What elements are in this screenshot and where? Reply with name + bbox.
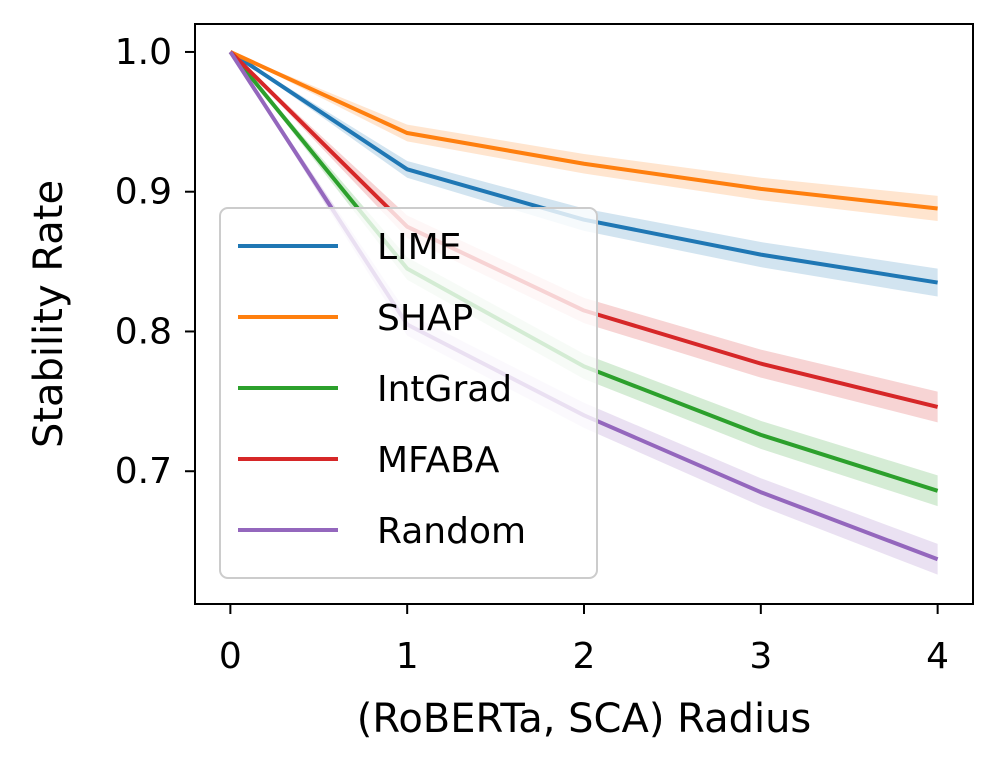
line-shap xyxy=(229,50,938,211)
legend-label-intgrad: IntGrad xyxy=(377,369,512,410)
legend-label-random: Random xyxy=(377,511,526,552)
legend-items: LIME SHAP IntGrad MFABA Random xyxy=(238,227,526,552)
x-axis-ticks: 0 1 2 3 4 xyxy=(219,604,949,677)
legend-label-lime: LIME xyxy=(377,227,461,268)
y-tick-label: 0.9 xyxy=(115,172,172,213)
legend-item-mfaba: MFABA xyxy=(238,440,500,481)
x-tick-label: 3 xyxy=(749,636,772,677)
y-tick-label: 1.0 xyxy=(115,32,172,73)
y-axis-label: Stability Rate xyxy=(26,180,72,448)
legend-frame xyxy=(219,207,598,579)
band-mfaba xyxy=(230,51,938,423)
x-tick-label: 4 xyxy=(926,636,949,677)
band-shap xyxy=(230,51,938,222)
band-random xyxy=(230,51,938,575)
x-tick-label: 2 xyxy=(573,636,596,677)
legend-item-lime: LIME xyxy=(238,227,461,268)
x-tick-label: 1 xyxy=(396,636,419,677)
legend-item-random: Random xyxy=(238,511,526,552)
y-axis-ticks: 0.7 0.8 0.9 1.0 xyxy=(115,32,195,492)
legend-item-shap: SHAP xyxy=(238,298,473,339)
y-tick-label: 0.7 xyxy=(115,451,172,492)
band-intgrad xyxy=(230,51,938,507)
legend: LIME SHAP IntGrad MFABA Random xyxy=(219,207,598,579)
legend-label-mfaba: MFABA xyxy=(377,440,500,481)
legend-label-shap: SHAP xyxy=(377,298,473,339)
x-tick-label: 0 xyxy=(219,636,242,677)
y-tick-label: 0.8 xyxy=(115,311,172,352)
legend-item-intgrad: IntGrad xyxy=(238,369,512,410)
x-axis-label: (RoBERTa, SCA) Radius xyxy=(357,696,812,742)
